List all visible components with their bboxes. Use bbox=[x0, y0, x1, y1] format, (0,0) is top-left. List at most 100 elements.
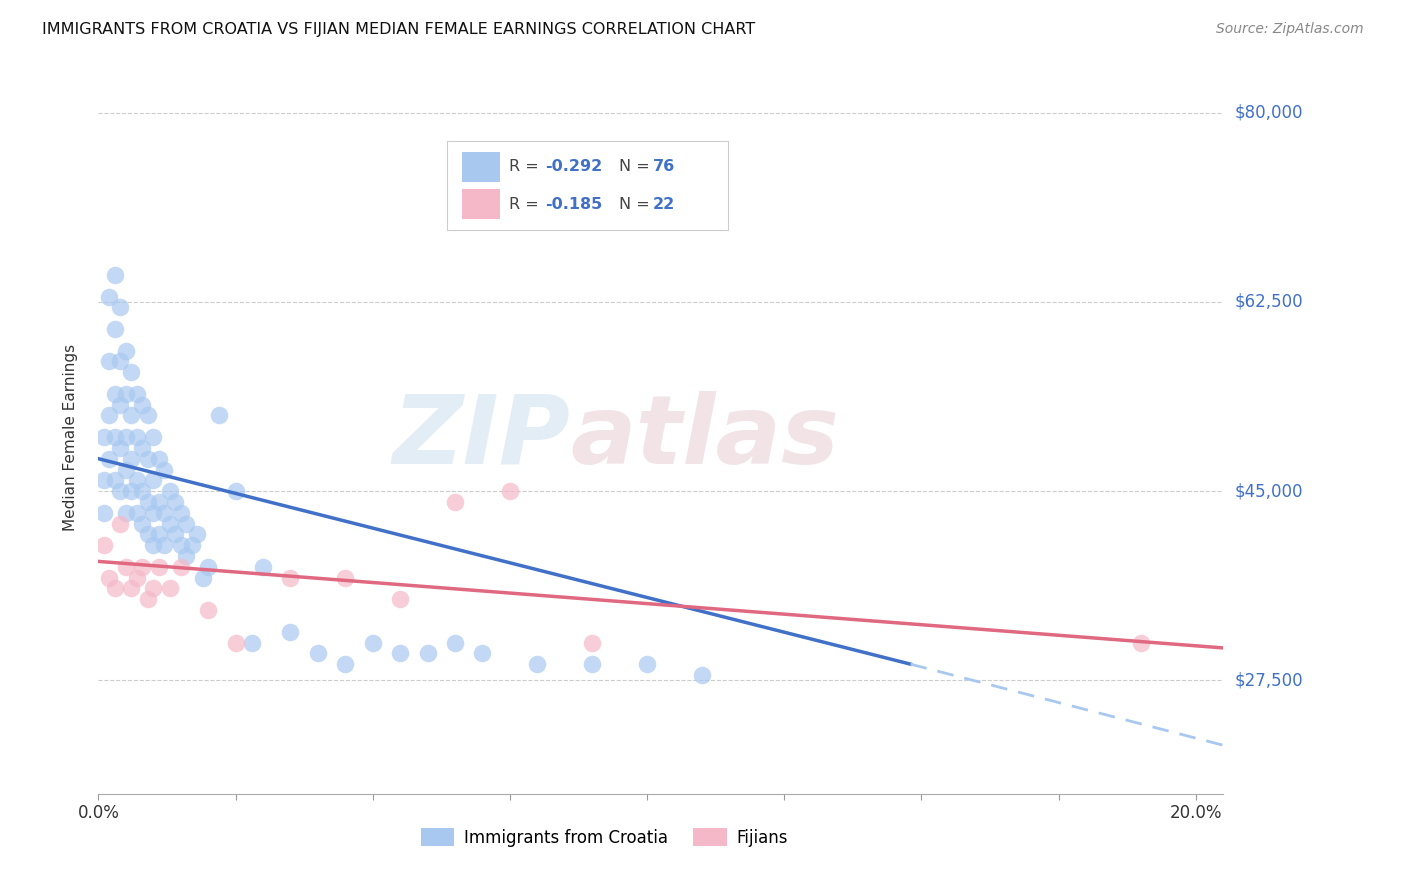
Point bbox=[252, 559, 274, 574]
Text: -0.292: -0.292 bbox=[546, 159, 602, 174]
Point bbox=[131, 559, 153, 574]
Text: ZIP: ZIP bbox=[392, 391, 571, 483]
Point bbox=[104, 430, 127, 444]
Text: IMMIGRANTS FROM CROATIA VS FIJIAN MEDIAN FEMALE EARNINGS CORRELATION CHART: IMMIGRANTS FROM CROATIA VS FIJIAN MEDIAN… bbox=[42, 22, 755, 37]
Point bbox=[125, 473, 148, 487]
Point bbox=[120, 365, 142, 379]
Point bbox=[148, 559, 170, 574]
Point bbox=[280, 571, 302, 585]
Point bbox=[125, 571, 148, 585]
Point bbox=[225, 484, 247, 499]
Point bbox=[389, 646, 412, 660]
Point bbox=[208, 409, 231, 423]
Point bbox=[361, 635, 384, 649]
Point bbox=[148, 495, 170, 509]
Point bbox=[142, 506, 165, 520]
Point bbox=[104, 387, 127, 401]
Point bbox=[136, 527, 159, 541]
Point bbox=[104, 322, 127, 336]
Point bbox=[125, 506, 148, 520]
Point bbox=[499, 484, 522, 499]
Point bbox=[581, 635, 603, 649]
Point bbox=[444, 635, 467, 649]
Point bbox=[159, 484, 181, 499]
Text: R =: R = bbox=[509, 197, 544, 212]
Point bbox=[186, 527, 208, 541]
Point bbox=[416, 646, 439, 660]
Point bbox=[131, 441, 153, 455]
Point bbox=[115, 506, 138, 520]
Point bbox=[98, 354, 121, 368]
Point bbox=[104, 473, 127, 487]
Point bbox=[1129, 635, 1152, 649]
Point bbox=[93, 538, 115, 552]
Point bbox=[93, 506, 115, 520]
Point bbox=[159, 516, 181, 531]
Point bbox=[104, 268, 127, 282]
Text: 76: 76 bbox=[652, 159, 675, 174]
Point bbox=[581, 657, 603, 672]
Point bbox=[170, 538, 193, 552]
Point bbox=[170, 506, 193, 520]
Point bbox=[131, 398, 153, 412]
Point bbox=[110, 398, 132, 412]
Point bbox=[174, 549, 197, 563]
Text: $80,000: $80,000 bbox=[1234, 103, 1303, 121]
Point bbox=[471, 646, 494, 660]
Text: N =: N = bbox=[619, 159, 655, 174]
Text: -0.185: -0.185 bbox=[546, 197, 602, 212]
Point bbox=[142, 582, 165, 596]
Text: 22: 22 bbox=[652, 197, 675, 212]
Point bbox=[120, 582, 142, 596]
Point bbox=[115, 559, 138, 574]
Point bbox=[110, 354, 132, 368]
Point bbox=[110, 301, 132, 315]
Text: R =: R = bbox=[509, 159, 544, 174]
Point bbox=[165, 527, 187, 541]
FancyBboxPatch shape bbox=[461, 189, 501, 219]
FancyBboxPatch shape bbox=[461, 152, 501, 182]
Point bbox=[526, 657, 548, 672]
Point bbox=[153, 506, 176, 520]
Point bbox=[104, 582, 127, 596]
Point bbox=[136, 495, 159, 509]
Point bbox=[197, 559, 219, 574]
Text: Source: ZipAtlas.com: Source: ZipAtlas.com bbox=[1216, 22, 1364, 37]
Point bbox=[142, 538, 165, 552]
Point bbox=[115, 343, 138, 358]
Point bbox=[335, 657, 357, 672]
Point bbox=[335, 571, 357, 585]
Point bbox=[444, 495, 467, 509]
Text: N =: N = bbox=[619, 197, 655, 212]
Point bbox=[110, 516, 132, 531]
Point bbox=[120, 484, 142, 499]
Point bbox=[170, 559, 193, 574]
Point bbox=[280, 624, 302, 639]
Point bbox=[93, 473, 115, 487]
Y-axis label: Median Female Earnings: Median Female Earnings bbox=[63, 343, 77, 531]
Point bbox=[110, 484, 132, 499]
Point bbox=[142, 430, 165, 444]
Point bbox=[159, 582, 181, 596]
Point bbox=[142, 473, 165, 487]
Point bbox=[136, 409, 159, 423]
Point bbox=[307, 646, 329, 660]
Point bbox=[148, 451, 170, 466]
Point bbox=[165, 495, 187, 509]
Point bbox=[115, 430, 138, 444]
Text: atlas: atlas bbox=[571, 391, 839, 483]
Point bbox=[115, 387, 138, 401]
Point bbox=[153, 462, 176, 476]
Point bbox=[125, 430, 148, 444]
Point bbox=[240, 635, 263, 649]
Point bbox=[98, 451, 121, 466]
Point bbox=[131, 484, 153, 499]
Point bbox=[120, 409, 142, 423]
Point bbox=[120, 451, 142, 466]
Point bbox=[174, 516, 197, 531]
Point bbox=[389, 592, 412, 607]
Point bbox=[115, 462, 138, 476]
Point bbox=[131, 516, 153, 531]
Point bbox=[93, 430, 115, 444]
Legend: Immigrants from Croatia, Fijians: Immigrants from Croatia, Fijians bbox=[415, 822, 794, 854]
